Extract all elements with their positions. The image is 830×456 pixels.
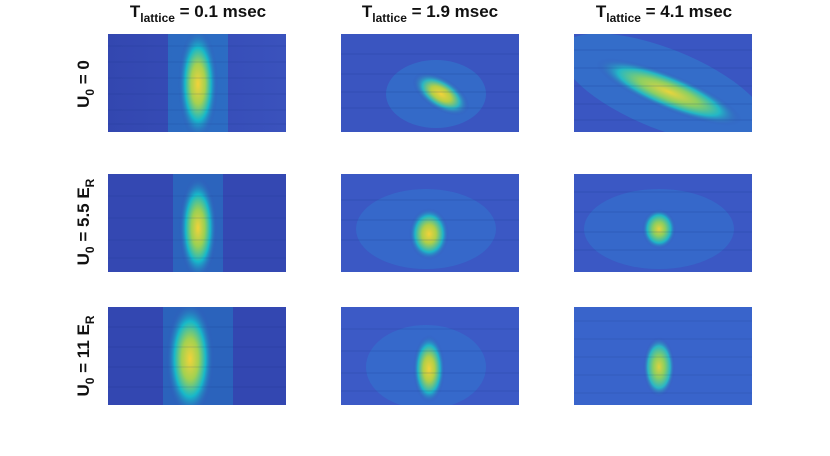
row-label-3: U0 = 11 ER	[74, 315, 97, 397]
column-title-2: Tlattice = 1.9 msec	[361, 2, 499, 25]
row-label-1: U0 = 0	[74, 60, 97, 108]
row-label-2: U0 = 5.5 ER	[74, 178, 97, 266]
image-panel-r3-c3	[574, 307, 752, 405]
image-panel-r2-c2	[341, 174, 519, 272]
column-title-1: Tlattice = 0.1 msec	[129, 2, 267, 25]
image-panel-r1-c1	[108, 34, 286, 132]
image-panel-r1-c2	[341, 34, 519, 132]
image-panel-r3-c2	[341, 307, 519, 405]
column-title-3: Tlattice = 4.1 msec	[595, 2, 733, 25]
image-panel-r2-c3	[574, 174, 752, 272]
image-panel-r3-c1	[108, 307, 286, 405]
image-panel-r1-c3	[574, 34, 752, 132]
image-panel-r2-c1	[108, 174, 286, 272]
